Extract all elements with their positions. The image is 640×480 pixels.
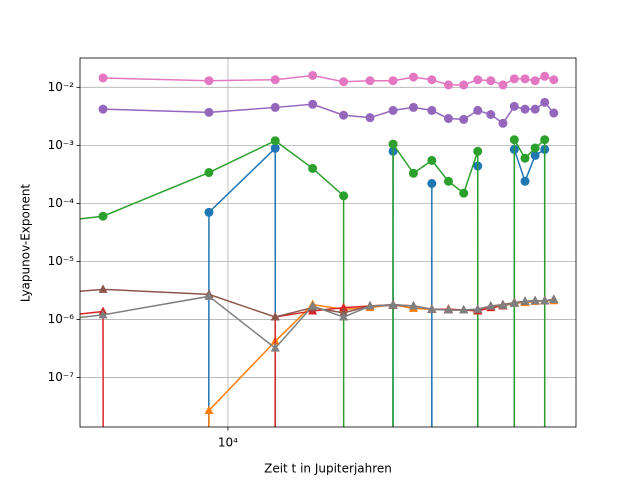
marker	[388, 299, 398, 309]
marker	[473, 304, 483, 313]
marker	[443, 80, 453, 90]
marker	[365, 76, 375, 86]
marker	[270, 343, 280, 352]
marker	[339, 191, 349, 201]
marker	[204, 207, 214, 217]
marker	[408, 301, 418, 310]
marker	[473, 75, 483, 85]
axes-frame	[79, 57, 577, 428]
marker	[530, 143, 540, 153]
marker	[530, 295, 540, 305]
marker	[365, 113, 375, 123]
y-tick-label: 10⁻⁵	[48, 254, 75, 268]
marker	[427, 178, 437, 188]
marker	[408, 168, 418, 178]
marker	[270, 75, 280, 85]
marker	[509, 101, 519, 111]
marker	[308, 70, 318, 80]
marker	[520, 104, 530, 114]
y-tick-label: 10⁻²	[48, 80, 75, 94]
marker	[98, 284, 108, 293]
marker	[486, 109, 496, 119]
marker	[339, 110, 349, 120]
marker	[459, 80, 469, 90]
marker	[486, 76, 496, 86]
marker	[459, 305, 469, 314]
marker	[509, 74, 519, 84]
marker	[388, 76, 398, 86]
marker	[443, 114, 453, 124]
marker	[549, 294, 559, 304]
y-tick-label: 10⁻⁶	[48, 312, 75, 326]
marker	[204, 291, 214, 300]
marker	[498, 300, 508, 309]
marker	[540, 135, 550, 145]
series-line	[207, 146, 546, 427]
marker	[530, 76, 540, 86]
y-tick-label: 10⁻⁴	[48, 196, 75, 210]
marker	[408, 72, 418, 82]
marker	[98, 104, 108, 114]
marker	[486, 301, 496, 310]
marker	[520, 296, 530, 305]
marker	[308, 301, 318, 310]
marker	[498, 80, 508, 90]
marker	[520, 74, 530, 84]
y-tick-label: 10⁻³	[48, 138, 75, 152]
marker	[204, 76, 214, 86]
marker	[98, 211, 108, 221]
marker	[270, 143, 280, 153]
marker	[308, 163, 318, 173]
marker	[549, 75, 559, 85]
marker	[520, 176, 530, 186]
marker	[339, 77, 349, 87]
marker	[270, 312, 280, 321]
marker	[473, 105, 483, 115]
marker	[408, 102, 418, 112]
marker	[530, 104, 540, 114]
marker	[270, 136, 280, 146]
marker	[509, 298, 519, 307]
marker	[204, 107, 214, 117]
marker	[459, 114, 469, 124]
marker	[498, 118, 508, 128]
marker	[473, 146, 483, 156]
marker	[443, 176, 453, 186]
x-axis-label: Zeit t in Jupiterjahren	[264, 462, 392, 476]
plot-area	[80, 70, 559, 427]
marker	[427, 304, 437, 313]
y-axis-label: Lyapunov-Exponent	[19, 184, 33, 303]
marker	[427, 75, 437, 85]
marker	[443, 305, 453, 314]
marker	[339, 302, 349, 312]
marker	[427, 105, 437, 115]
marker	[98, 73, 108, 83]
marker	[98, 309, 108, 319]
marker	[509, 135, 519, 145]
marker	[549, 108, 559, 118]
marker	[540, 97, 550, 107]
marker	[388, 105, 398, 115]
marker	[365, 301, 375, 310]
marker	[540, 71, 550, 81]
marker	[308, 99, 318, 109]
marker	[540, 295, 550, 305]
marker	[339, 312, 349, 321]
marker	[204, 168, 214, 178]
marker	[530, 150, 540, 160]
x-tick-label: 10⁴	[218, 436, 238, 450]
marker	[270, 102, 280, 112]
y-tick-label: 10⁻⁷	[48, 370, 75, 384]
marker	[204, 405, 214, 414]
marker	[520, 153, 530, 163]
marker	[427, 155, 437, 165]
marker	[459, 188, 469, 198]
marker	[388, 139, 398, 149]
